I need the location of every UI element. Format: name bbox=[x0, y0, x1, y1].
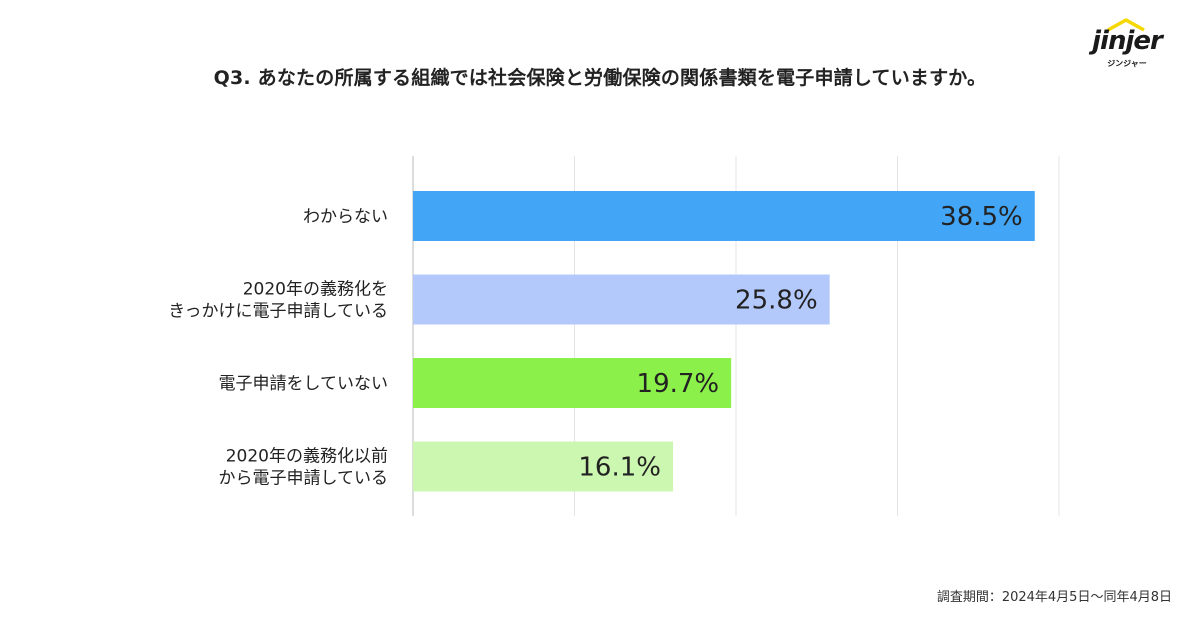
data-label: 16.1% bbox=[578, 453, 661, 483]
bar bbox=[413, 191, 1035, 241]
category-label: から電子申請している bbox=[219, 469, 389, 489]
category-label: わからない bbox=[303, 207, 388, 227]
bar bbox=[413, 441, 674, 492]
data-label: 38.5% bbox=[940, 202, 1023, 232]
jinjer-logo: jinjer ジンジャー bbox=[1092, 16, 1182, 72]
category-label: 電子申請をしていない bbox=[219, 374, 389, 394]
category-label: 2020年の義務化以前 bbox=[226, 447, 388, 467]
house-roof-icon bbox=[1107, 18, 1145, 32]
category-label: 2020年の義務化を bbox=[243, 280, 388, 300]
survey-period-note: 調査期間：2024年4月5日〜同年4月8日 bbox=[936, 590, 1172, 605]
data-label: 25.8% bbox=[735, 286, 818, 316]
bar bbox=[413, 358, 732, 408]
chart-title: Q3. あなたの所属する組織では社会保険と労働保険の関係書類を電子申請しています… bbox=[213, 67, 987, 89]
category-label: きっかけに電子申請している bbox=[168, 302, 388, 322]
logo-wordmark: jinjer bbox=[1092, 26, 1163, 56]
logo-subtitle: ジンジャー bbox=[1107, 59, 1147, 68]
bar bbox=[413, 274, 830, 325]
data-label: 19.7% bbox=[637, 369, 720, 399]
